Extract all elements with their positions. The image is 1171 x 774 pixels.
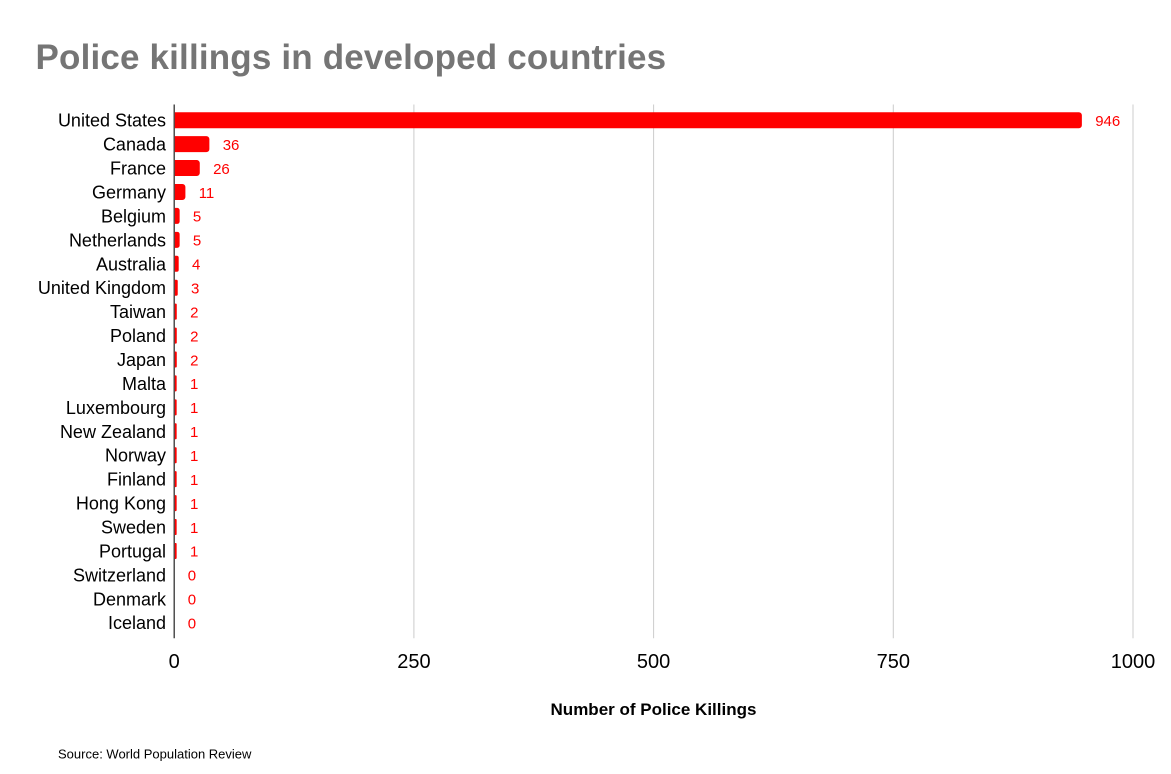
svg-text:1: 1 xyxy=(190,472,198,489)
svg-text:1: 1 xyxy=(190,544,198,561)
svg-text:750: 750 xyxy=(877,651,910,673)
svg-text:0: 0 xyxy=(188,616,196,633)
svg-text:Number of Police Killings: Number of Police Killings xyxy=(551,700,757,719)
svg-text:Netherlands: Netherlands xyxy=(69,230,166,250)
svg-text:26: 26 xyxy=(213,161,230,178)
svg-text:Denmark: Denmark xyxy=(93,589,167,609)
svg-text:36: 36 xyxy=(223,137,240,154)
svg-text:Japan: Japan xyxy=(117,350,166,370)
svg-text:946: 946 xyxy=(1095,113,1120,130)
svg-text:Luxembourg: Luxembourg xyxy=(66,398,166,418)
svg-text:United Kingdom: United Kingdom xyxy=(38,278,166,298)
svg-text:4: 4 xyxy=(192,257,200,274)
svg-text:1: 1 xyxy=(190,496,198,513)
svg-text:Canada: Canada xyxy=(103,135,167,155)
svg-text:Taiwan: Taiwan xyxy=(110,302,166,322)
svg-text:Finland: Finland xyxy=(107,470,166,490)
svg-text:1: 1 xyxy=(190,424,198,441)
svg-text:0: 0 xyxy=(188,592,196,609)
svg-text:500: 500 xyxy=(637,651,670,673)
svg-text:United States: United States xyxy=(58,111,166,131)
svg-text:1: 1 xyxy=(190,520,198,537)
svg-text:0: 0 xyxy=(169,651,180,673)
svg-text:250: 250 xyxy=(397,651,430,673)
svg-text:5: 5 xyxy=(193,233,201,250)
svg-text:New Zealand: New Zealand xyxy=(60,422,166,442)
svg-text:Belgium: Belgium xyxy=(101,206,166,226)
svg-text:1: 1 xyxy=(190,376,198,393)
svg-text:1000: 1000 xyxy=(1111,651,1156,673)
svg-text:2: 2 xyxy=(190,304,198,321)
svg-text:2: 2 xyxy=(190,328,198,345)
svg-text:1: 1 xyxy=(190,400,198,417)
svg-text:Iceland: Iceland xyxy=(108,613,166,633)
svg-text:Switzerland: Switzerland xyxy=(73,565,166,585)
svg-text:3: 3 xyxy=(191,281,199,298)
svg-text:Hong Kong: Hong Kong xyxy=(76,494,166,514)
svg-text:Source: World Population Revie: Source: World Population Review xyxy=(58,747,252,762)
svg-text:11: 11 xyxy=(199,185,215,202)
svg-text:1: 1 xyxy=(190,448,198,465)
svg-text:Australia: Australia xyxy=(96,254,167,274)
svg-text:Portugal: Portugal xyxy=(99,541,166,561)
svg-text:Sweden: Sweden xyxy=(101,518,166,538)
svg-text:0: 0 xyxy=(188,568,196,585)
svg-text:Police killings in developed c: Police killings in developed countries xyxy=(36,38,667,77)
svg-text:5: 5 xyxy=(193,209,201,226)
svg-text:Poland: Poland xyxy=(110,326,166,346)
svg-text:Norway: Norway xyxy=(105,446,166,466)
svg-text:2: 2 xyxy=(190,352,198,369)
svg-text:Malta: Malta xyxy=(122,374,167,394)
svg-text:Germany: Germany xyxy=(92,183,166,203)
svg-text:France: France xyxy=(110,159,166,179)
